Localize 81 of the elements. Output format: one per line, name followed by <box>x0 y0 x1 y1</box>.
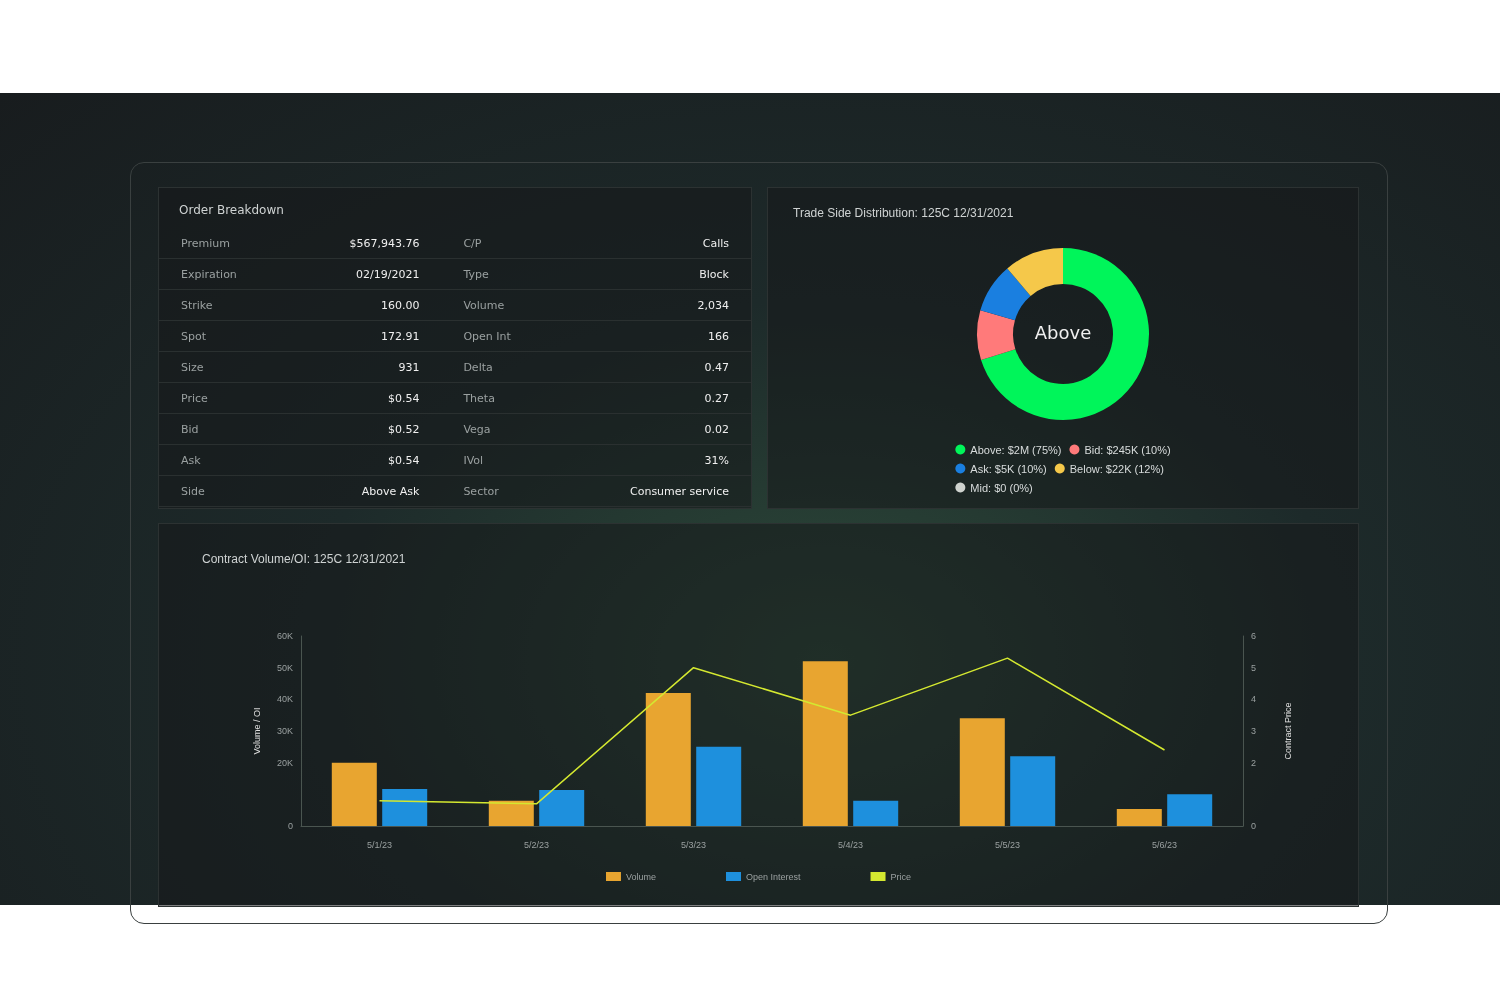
bar <box>696 746 742 826</box>
legend-label: Volume <box>625 871 656 882</box>
text: Ask <box>159 444 291 476</box>
text: 931 <box>290 351 442 383</box>
text: $0.54 <box>290 444 442 476</box>
bar <box>802 661 848 826</box>
chart-title: Trade Side Distribution: 125C 12/31/2021 <box>793 206 1014 220</box>
text: Spot <box>159 320 291 352</box>
y-tick-label: 60K <box>276 631 293 641</box>
x-tick-label: 5/1/23 <box>366 839 393 850</box>
text: Premium <box>159 228 291 259</box>
text: C/P <box>441 228 563 259</box>
chart-title: Contract Volume/OI: 125C 12/31/2021 <box>202 552 406 566</box>
y-axis-title: Volume / OI <box>251 707 262 755</box>
x-tick-label: 5/4/23 <box>837 839 864 850</box>
text: Expiration <box>159 258 291 290</box>
bar <box>1116 808 1162 826</box>
text: Consumer service <box>562 475 751 507</box>
y2-tick-label: 2 <box>1251 757 1257 768</box>
text: 0.02 <box>562 413 751 445</box>
bar <box>645 693 691 826</box>
y2-tick-label: 6 <box>1251 631 1257 641</box>
legend-label: Open Interest <box>745 871 802 882</box>
y2-axis-title: Contract Price <box>1282 702 1293 760</box>
text: 166 <box>562 320 751 352</box>
text: Strike <box>159 289 291 321</box>
x-tick-label: 5/3/23 <box>680 839 707 850</box>
text: 2,034 <box>562 289 751 321</box>
legend-label: Mid: $0 (0%) <box>970 481 1033 494</box>
text: $567,943.76 <box>290 228 442 259</box>
x-tick-label: 5/2/23 <box>523 839 550 850</box>
text: $0.52 <box>290 413 442 445</box>
y-tick-label: 30K <box>276 726 293 736</box>
x-tick-label: 5/6/23 <box>1151 839 1178 850</box>
text: Above <box>1034 321 1092 343</box>
text: 172.91 <box>290 320 442 352</box>
bar <box>331 762 377 826</box>
y2-tick-label: 4 <box>1251 694 1257 705</box>
text: Bid <box>159 413 291 445</box>
text: 31% <box>562 444 751 476</box>
text: Price <box>159 382 291 414</box>
y-tick-label: 40K <box>276 694 293 705</box>
text: Size <box>159 351 291 383</box>
text: Open Int <box>441 320 563 352</box>
legend-label: Price <box>890 871 912 882</box>
text: IVol <box>441 444 563 476</box>
text: 0.27 <box>562 382 751 414</box>
bar <box>488 800 534 826</box>
text: Block <box>562 258 751 290</box>
x-tick-label: 5/5/23 <box>994 839 1021 850</box>
bar <box>853 800 899 826</box>
text: Vega <box>441 413 563 445</box>
text: Sector <box>441 475 563 507</box>
text: Order Breakdown <box>179 203 284 217</box>
text: Side <box>159 475 291 507</box>
y-tick-label: 20K <box>276 757 293 768</box>
bar <box>1167 794 1213 826</box>
text: Volume <box>441 289 563 321</box>
text: 0.47 <box>562 351 751 383</box>
y2-tick-label: 3 <box>1251 726 1257 736</box>
y-tick-label: 50K <box>276 662 293 673</box>
bar <box>539 789 585 826</box>
text: $0.54 <box>290 382 442 414</box>
legend-label: Above: $2M (75%) <box>970 443 1062 456</box>
text: 160.00 <box>290 289 442 321</box>
legend-label: Below: $22K (12%) <box>1069 462 1164 475</box>
bar <box>1010 756 1056 826</box>
text: 02/19/2021 <box>290 258 442 290</box>
text: Calls <box>562 228 751 259</box>
legend-label: Ask: $5K (10%) <box>970 462 1047 475</box>
text: Above Ask <box>290 475 442 507</box>
text: Delta <box>441 351 563 383</box>
y2-tick-label: 5 <box>1251 662 1257 673</box>
legend-label: Bid: $245K (10%) <box>1084 443 1171 456</box>
text: Type <box>441 258 563 290</box>
text: Theta <box>441 382 563 414</box>
line-series <box>378 657 1166 805</box>
y-tick-label: 0 <box>287 821 293 831</box>
y2-tick-label: 0 <box>1251 821 1257 831</box>
bar <box>959 718 1005 826</box>
bar <box>382 788 428 826</box>
